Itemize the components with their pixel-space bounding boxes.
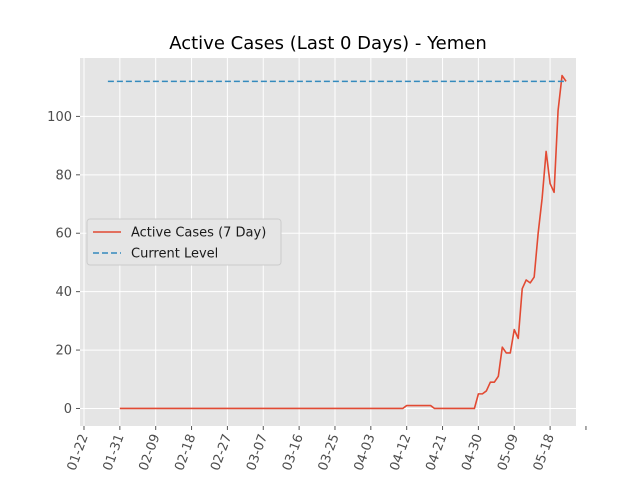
y-tick-label: 40 (55, 285, 72, 300)
x-tick-label: 05-09 (495, 432, 522, 473)
legend-label: Active Cases (7 Day) (131, 226, 266, 241)
legend-box (86, 218, 282, 266)
x-tick-label: 05-18 (531, 432, 558, 473)
x-tick-label: 02-27 (208, 432, 235, 473)
x-tick-label: 04-03 (352, 432, 379, 473)
series-line-1 (119, 74, 567, 410)
chart-title: Active Cases (Last 0 Days) - Yemen (169, 33, 487, 54)
x-tick-label: 04-12 (387, 432, 414, 473)
series-layer (107, 74, 567, 410)
x-tick-label: 02-18 (172, 432, 199, 473)
y-tick-label: 100 (47, 110, 72, 125)
y-tick-label: 80 (55, 168, 72, 183)
legend: Active Cases (7 Day) Current Level (86, 218, 282, 266)
x-tick-label: 03-16 (280, 432, 307, 473)
x-axis: 01-22 01-31 02-09 02-18 02-27 03-07 03-16 03-25… (65, 426, 587, 473)
legend-label: Current Level (131, 247, 218, 262)
x-tick-label: 02-09 (136, 432, 163, 473)
x-tick-label: 03-25 (316, 432, 343, 473)
y-tick-label: 0 (64, 402, 72, 417)
x-tick-label: 01-31 (101, 432, 128, 473)
x-tick-label: 01-22 (65, 432, 92, 473)
y-tick-label: 20 (55, 344, 72, 359)
x-tick-label: 04-30 (459, 432, 486, 473)
x-tick-label: 03-07 (244, 432, 271, 473)
y-axis: 0 20 40 60 80 100 (47, 110, 80, 417)
y-tick-label: 60 (55, 227, 72, 242)
x-tick-label: 04-21 (423, 432, 450, 473)
